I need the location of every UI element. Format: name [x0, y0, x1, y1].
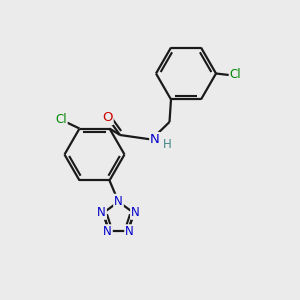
Text: Cl: Cl: [230, 68, 241, 82]
Text: N: N: [125, 225, 134, 238]
Text: N: N: [103, 225, 112, 238]
Text: N: N: [131, 206, 140, 219]
Text: Cl: Cl: [55, 113, 67, 126]
Text: N: N: [114, 195, 123, 208]
Text: H: H: [163, 137, 172, 151]
Text: N: N: [150, 133, 160, 146]
Text: O: O: [102, 111, 113, 124]
Text: N: N: [97, 206, 106, 219]
